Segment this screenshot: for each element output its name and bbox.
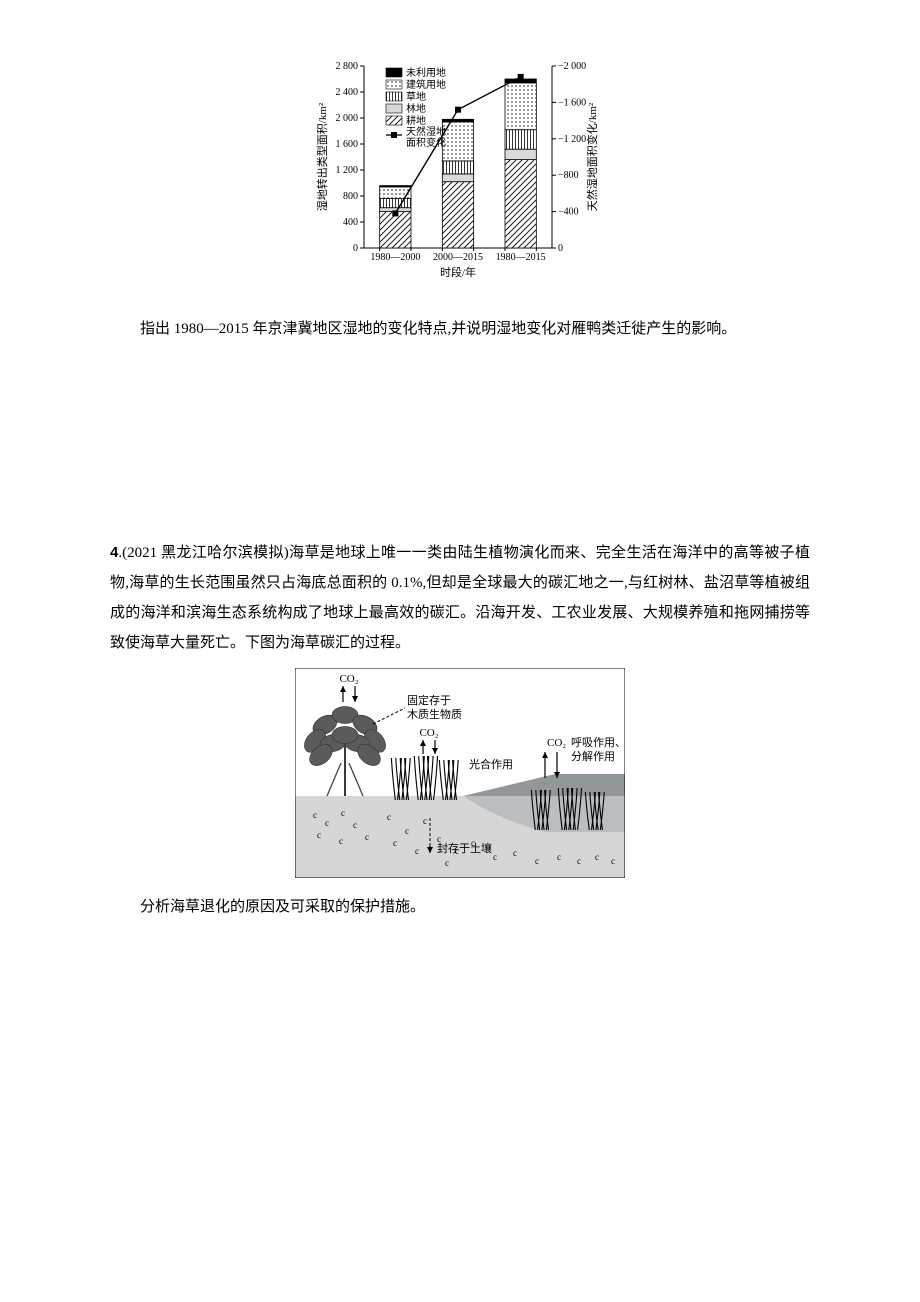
svg-text:c: c: [387, 812, 391, 822]
svg-text:c: c: [405, 826, 409, 836]
svg-text:c: c: [611, 856, 615, 866]
svg-text:c: c: [423, 816, 427, 826]
svg-text:2000—2015: 2000—2015: [433, 252, 483, 263]
svg-text:CO₂: CO₂: [547, 737, 566, 749]
svg-text:c: c: [317, 830, 321, 840]
svg-text:c: c: [445, 858, 449, 868]
svg-text:1 200: 1 200: [336, 165, 359, 176]
svg-text:CO₂: CO₂: [339, 673, 358, 685]
svg-text:未利用地: 未利用地: [406, 66, 446, 79]
wetland-chart-container: 0 400 800 1 200 1 600 2 000 2 400 2 800 0 −400 −80…: [110, 60, 810, 302]
svg-text:c: c: [513, 848, 517, 858]
svg-text:草地: 草地: [406, 90, 426, 103]
svg-text:−2 000: −2 000: [558, 61, 586, 72]
svg-text:时段/年: 时段/年: [440, 265, 476, 279]
svg-text:CO₂: CO₂: [419, 727, 438, 739]
svg-text:c: c: [493, 852, 497, 862]
svg-text:木质生物质: 木质生物质: [407, 707, 462, 721]
svg-text:0: 0: [353, 243, 358, 254]
svg-text:c: c: [365, 832, 369, 842]
svg-text:面积变化: 面积变化: [406, 136, 446, 149]
svg-text:呼吸作用、: 呼吸作用、: [571, 736, 625, 749]
svg-text:2 400: 2 400: [336, 87, 359, 98]
document-page: 0 400 800 1 200 1 600 2 000 2 400 2 800 0 −400 −80…: [0, 0, 920, 966]
svg-text:0: 0: [558, 243, 563, 254]
svg-text:2 800: 2 800: [336, 61, 359, 72]
svg-text:c: c: [577, 856, 581, 866]
svg-text:封存于土壤: 封存于土壤: [437, 841, 492, 855]
svg-text:天然湿地面积变化/km²: 天然湿地面积变化/km²: [585, 102, 599, 211]
svg-text:c: c: [415, 846, 419, 856]
svg-text:湿地转出类型面积/km²: 湿地转出类型面积/km²: [315, 102, 329, 211]
svg-text:c: c: [595, 852, 599, 862]
svg-text:1980—2015: 1980—2015: [496, 252, 546, 263]
svg-text:c: c: [339, 836, 343, 846]
svg-text:1 600: 1 600: [336, 139, 359, 150]
svg-text:c: c: [313, 810, 317, 820]
svg-text:分解作用: 分解作用: [571, 749, 615, 763]
svg-text:2 000: 2 000: [336, 113, 359, 124]
svg-text:400: 400: [343, 217, 358, 228]
svg-text:1980—2000: 1980—2000: [370, 252, 420, 263]
svg-text:−1 200: −1 200: [558, 134, 586, 145]
svg-text:耕地: 耕地: [406, 114, 426, 127]
wetland-bar-chart: 0 400 800 1 200 1 600 2 000 2 400 2 800 0 −400 −80…: [310, 60, 610, 302]
svg-text:c: c: [325, 818, 329, 828]
svg-text:c: c: [535, 856, 539, 866]
question-4-source: .(2021 黑龙江哈尔滨模拟): [118, 545, 288, 561]
svg-text:固定存于: 固定存于: [407, 693, 451, 707]
svg-text:c: c: [341, 808, 345, 818]
svg-text:c: c: [557, 852, 561, 862]
svg-text:800: 800: [343, 191, 358, 202]
svg-text:−400: −400: [558, 207, 579, 218]
svg-text:天然湿地: 天然湿地: [406, 125, 446, 138]
svg-text:c: c: [393, 838, 397, 848]
svg-text:c: c: [353, 820, 357, 830]
question-4-body: 4.(2021 黑龙江哈尔滨模拟)海草是地球上唯一一类由陆生植物演化而来、完全生…: [110, 538, 810, 658]
question-4-prompt: 分析海草退化的原因及可采取的保护措施。: [110, 892, 810, 922]
question-3-prompt: 指出 1980—2015 年京津冀地区湿地的变化特点,并说明湿地变化对雁鸭类迁徙…: [110, 314, 810, 344]
svg-text:−800: −800: [558, 170, 579, 181]
svg-text:林地: 林地: [406, 102, 426, 115]
seagrass-carbon-diagram: cccccccccccccccccccccccCO₂固定存于木质生物质CO₂光合…: [295, 668, 625, 878]
seagrass-diagram-container: cccccccccccccccccccccccCO₂固定存于木质生物质CO₂光合…: [110, 668, 810, 878]
answer-space-1: [110, 348, 810, 538]
svg-text:−1 600: −1 600: [558, 97, 586, 108]
svg-text:光合作用: 光合作用: [469, 757, 513, 771]
svg-text:建筑用地: 建筑用地: [406, 78, 446, 91]
